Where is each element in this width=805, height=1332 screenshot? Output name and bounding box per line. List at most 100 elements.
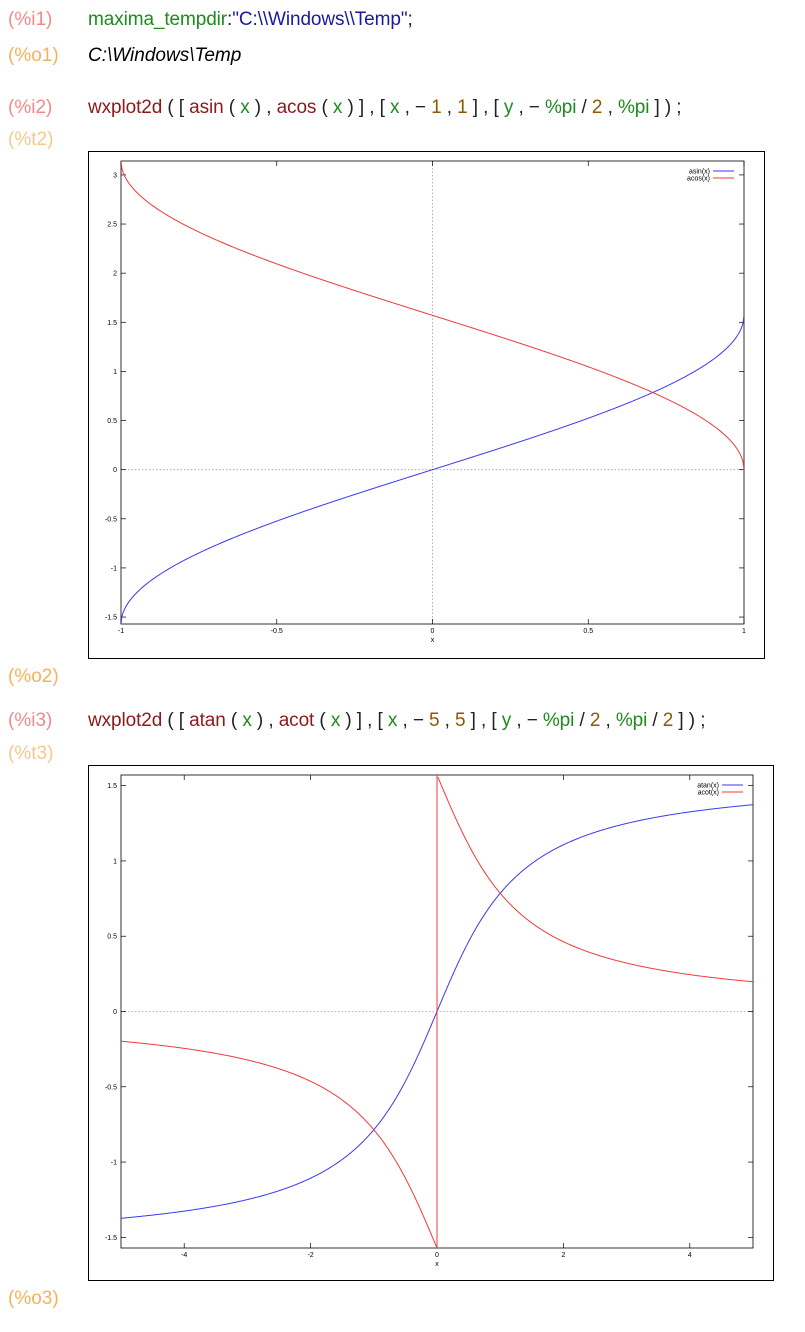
y-tick-label: 3 [113, 172, 117, 179]
x-axis-label: x [431, 637, 435, 644]
y-tick-label: 1 [113, 369, 117, 376]
code-token: / [574, 710, 590, 731]
code-token: , [439, 710, 456, 731]
y-tick-label: -1.5 [105, 1235, 117, 1242]
output-label-o3: (%o3) [8, 1288, 59, 1309]
code-token: acot [278, 710, 315, 731]
y-tick-label: 2 [113, 271, 117, 278]
x-tick-label: 0 [431, 628, 435, 635]
y-tick-label: -1.5 [105, 615, 117, 622]
code-token: x [387, 710, 398, 731]
code-token: ( [314, 710, 331, 731]
t-label-t3: (%t3) [8, 743, 54, 764]
code-token: maxima_tempdir [88, 9, 228, 30]
y-tick-label: -0.5 [105, 516, 117, 523]
code-token: 1 [457, 97, 468, 118]
plot-atan-acot: -4 -2 0 2 4 -1.5 -1 -0.5 0 0.5 1 1.5 x atan(x) acot(x) [88, 765, 774, 1281]
legend-label-asin: asin(x) [689, 169, 710, 176]
plot-atan-acot-svg: -4 -2 0 2 4 -1.5 -1 -0.5 0 0.5 1 1.5 x atan(x)acot(x) [105, 774, 754, 1268]
x-tick-label: 4 [688, 1252, 692, 1259]
series-line-acot [121, 775, 753, 1248]
code-token: 2 [662, 710, 674, 731]
x-tick-label: 0.5 [583, 628, 593, 635]
code-token: "C:\\Windows\\Temp" [232, 9, 408, 30]
code-token: x [242, 710, 252, 731]
y-tick-label: 1.5 [107, 320, 117, 327]
legend-label-atan: atan(x) [697, 783, 719, 790]
output-label-o1: (%o1) [8, 45, 59, 66]
x-tick-label: -4 [181, 1252, 187, 1259]
code-token: ; [407, 9, 413, 30]
x-tick-label: -2 [307, 1252, 313, 1259]
code-token: , − [513, 97, 545, 118]
code-token: ) , [249, 97, 277, 118]
x-axis-label: x [435, 1261, 439, 1268]
y-tick-label: 0.5 [107, 418, 117, 425]
x-tick-label: 1 [742, 628, 746, 635]
code-token: / [576, 97, 592, 118]
code-token: 2 [589, 710, 601, 731]
code-token: : [227, 9, 233, 30]
input-label-i2: (%i2) [8, 97, 53, 118]
code-token: asin [189, 97, 224, 118]
code-token: 5 [455, 710, 466, 731]
y-tick-label: -0.5 [105, 1084, 117, 1091]
code-token: %pi [615, 710, 648, 731]
code-token: ( [223, 97, 241, 118]
code-token: 1 [431, 97, 442, 118]
code-token: ( [225, 710, 243, 731]
code-token: ) ] , [ [342, 97, 390, 118]
y-tick-label: 1 [113, 858, 117, 865]
y-tick-label: 0 [113, 467, 117, 474]
series-line-asin [121, 315, 744, 624]
x-tick-label: -1 [118, 628, 124, 635]
code-token: x [330, 710, 341, 731]
input-label-i3: (%i3) [8, 710, 53, 731]
code-token: ) ] , [ [340, 710, 388, 731]
code-token: , [441, 97, 458, 118]
code-token: ( [316, 97, 333, 118]
code-token: wxplot2d [88, 97, 163, 118]
series-line-acos [121, 161, 744, 470]
input-label-i1: (%i1) [8, 9, 53, 30]
code-token: ( [ [162, 97, 190, 118]
input-code-i1[interactable]: maxima_tempdir:"C:\\Windows\\Temp"; [88, 9, 413, 31]
output-label-o2: (%o2) [8, 666, 59, 687]
y-tick-label: -1 [111, 1160, 117, 1167]
code-token: ] ) ; [649, 97, 682, 118]
plot-asin-acos: -1 -0.5 0 0.5 1 -1.5 -1 -0.5 0 0.5 1 1.5 2 2.5 3 x asin(… [88, 151, 765, 659]
code-token: ] , [ [465, 710, 502, 731]
plot-asin-acos-svg: -1 -0.5 0 0.5 1-1.5-1-0.500.511.522.53xasin(… [105, 160, 746, 644]
code-token: , − [511, 710, 543, 731]
code-token: ) , [251, 710, 279, 731]
code-token: , [600, 710, 616, 731]
legend-label-acot: acot(x) [698, 790, 719, 797]
code-token: , − [399, 97, 432, 118]
code-token: / [647, 710, 663, 731]
t-label-t2: (%t2) [8, 129, 54, 150]
code-token: x [389, 97, 400, 118]
code-token: %pi [617, 97, 650, 118]
x-tick-label: 2 [561, 1252, 565, 1259]
code-token: wxplot2d [88, 710, 163, 731]
code-token: y [501, 710, 512, 731]
x-tick-label: 0 [435, 1252, 439, 1259]
code-token: 2 [591, 97, 603, 118]
code-token: , [602, 97, 618, 118]
y-tick-label: 0.5 [107, 934, 117, 941]
y-tick-label: 1.5 [107, 783, 117, 790]
code-token: y [503, 97, 514, 118]
code-token: %pi [542, 710, 575, 731]
code-token: ] ) ; [673, 710, 706, 731]
legend-label-acos: acos(x) [687, 176, 710, 183]
code-token: atan [189, 710, 226, 731]
output-text-o1: C:\Windows\Temp [88, 45, 242, 66]
code-token: 5 [429, 710, 440, 731]
code-token: x [240, 97, 250, 118]
code-token: , − [397, 710, 430, 731]
y-tick-label: 0 [113, 1009, 117, 1016]
input-code-i3[interactable]: wxplot2d ( [ atan ( x ) , acot ( x ) ] ,… [88, 710, 705, 732]
code-token: ( [ [162, 710, 190, 731]
input-code-i2[interactable]: wxplot2d ( [ asin ( x ) , acos ( x ) ] ,… [88, 97, 682, 119]
x-tick-label: -0.5 [271, 628, 283, 635]
